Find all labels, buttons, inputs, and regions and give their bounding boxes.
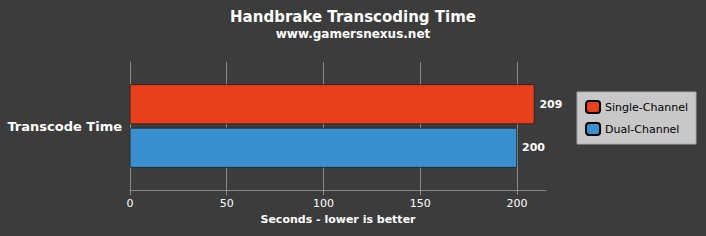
svg-text:100: 100 — [313, 197, 334, 210]
svg-text:209: 209 — [539, 98, 562, 111]
svg-text:Handbrake Transcoding Time: Handbrake Transcoding Time — [230, 8, 476, 26]
svg-text:Dual-Channel: Dual-Channel — [605, 123, 679, 136]
svg-text:200: 200 — [522, 141, 545, 154]
svg-text:50: 50 — [220, 197, 234, 210]
svg-text:Seconds - lower is better: Seconds - lower is better — [260, 213, 416, 226]
svg-text:200: 200 — [506, 197, 527, 210]
svg-text:Single-Channel: Single-Channel — [605, 101, 688, 114]
svg-text:www.gamersnexus.net: www.gamersnexus.net — [276, 27, 431, 41]
svg-text:150: 150 — [410, 197, 431, 210]
svg-text:Transcode Time: Transcode Time — [7, 119, 122, 134]
svg-text:0: 0 — [127, 197, 134, 210]
